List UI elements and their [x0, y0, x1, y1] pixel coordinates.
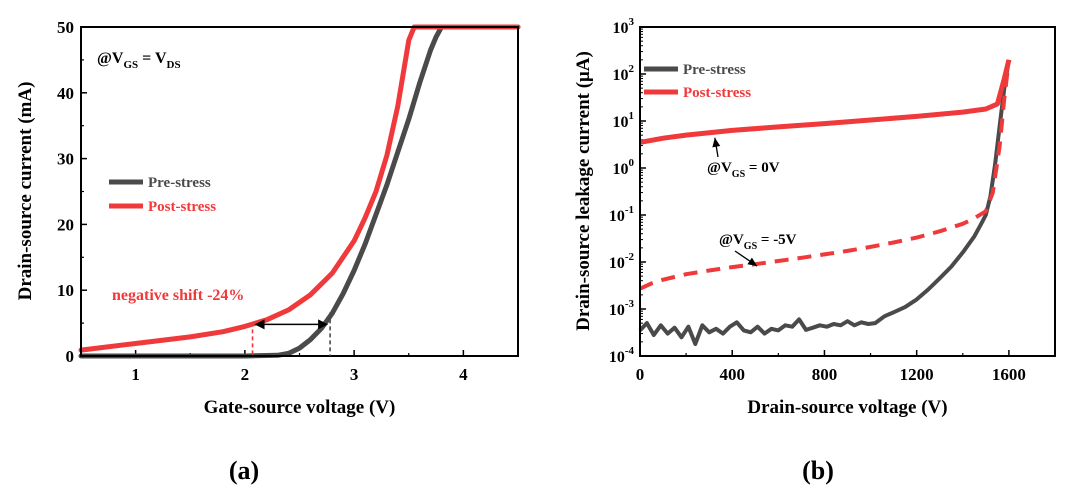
panel-a-x-tick-label: 3	[350, 365, 359, 384]
panel-b-ticks: 0 400 800 1200 1600 10-4 10-3 10-2 10-1 100 101 102…	[609, 16, 1056, 384]
panel-b-y-tick-label: 10-1	[609, 204, 634, 225]
panel-a-x-axis-label: Gate-source voltage (V)	[204, 397, 396, 418]
panel-b-vgs5-suffix: = -5V	[757, 232, 797, 248]
panel-b-annotation-arrows	[712, 137, 758, 267]
panel-b-vgs5-label: @VGS = -5V	[719, 232, 797, 252]
panel-b-series-pre-stress	[638, 59, 1011, 346]
panel-a-y-tick-label: 50	[57, 18, 74, 37]
panel-a-legend: Pre-stress Post-stress	[109, 175, 216, 215]
panel-a-shift-annotation: negative shift -24%	[112, 287, 244, 304]
panel-a-panel-label: (a)	[229, 456, 259, 485]
panel-a-shift-arrowhead-left	[254, 319, 265, 330]
panel-a-series-post-stress	[78, 24, 521, 353]
panel-a-x-tick-label: 2	[241, 365, 250, 384]
panel-b-vgs0-arrow-head	[712, 137, 721, 148]
panel-b-y-tick-label: 10-4	[609, 345, 635, 366]
panel-a-y-tick-label: 0	[66, 347, 75, 366]
panel-a-y-axis-label: Drain-source current (mA)	[15, 82, 36, 301]
panel-b-y-tick-label: 10-3	[609, 298, 635, 319]
panel-a-x-tick-label: 4	[459, 365, 468, 384]
panel-b-legend: Pre-stress Post-stress	[644, 62, 751, 101]
panel-b-vgs5-prefix: @V	[719, 232, 744, 248]
panel-b-y-tick-label: 101	[613, 110, 635, 131]
panel-b-y-tick-label: 103	[613, 16, 635, 37]
panel-b-series	[638, 59, 1012, 346]
panel-b-y-tick-label: 102	[613, 63, 635, 84]
panel-b-vgs0-suffix: = 0V	[745, 160, 780, 176]
panel-a-x-tick-label: 1	[131, 365, 140, 384]
panel-b-x-tick-label: 0	[636, 365, 645, 384]
panel-b-vgs0-prefix: @V	[707, 160, 732, 176]
panel-a-condition-sub2: DS	[167, 59, 181, 71]
panel-b-x-tick-label: 1200	[900, 365, 934, 384]
panel-b-x-tick-label: 1600	[992, 365, 1026, 384]
panel-a-condition-sub1: GS	[123, 59, 138, 71]
panel-b-y-tick-label: 100	[613, 157, 635, 178]
panel-b-vgs0-sub: GS	[732, 169, 746, 180]
panel-a-plot-frame	[80, 26, 519, 357]
panel-b-series-post-stress	[639, 59, 1012, 145]
panel-a-y-tick-label: 10	[57, 281, 74, 300]
panel-b-y-tick-label: 10-2	[609, 251, 635, 272]
panel-a-legend-label-post: Post-stress	[148, 199, 216, 215]
panel-b-vgs5-sub: GS	[744, 241, 758, 252]
panel-a-shift-markers	[251, 312, 331, 356]
panel-b-panel-label: (b)	[802, 456, 834, 485]
panel-b-legend-label-pre: Pre-stress	[683, 62, 746, 78]
panel-b: 0 400 800 1200 1600 10-4 10-3 10-2 10-1 100 101 102…	[573, 16, 1056, 485]
panel-a-series-pre-stress	[78, 24, 521, 359]
panel-a-condition-label: @VGS = VDS	[97, 50, 181, 71]
panel-b-x-axis-label: Drain-source voltage (V)	[747, 397, 947, 418]
panel-a-legend-label-pre: Pre-stress	[148, 175, 211, 191]
panel-b-x-tick-label: 800	[812, 365, 838, 384]
panel-b-x-tick-label: 400	[719, 365, 745, 384]
panel-b-vgs0-label: @VGS = 0V	[707, 160, 780, 180]
panel-a-y-tick-label: 30	[57, 150, 74, 169]
panel-b-y-axis-label: Drain-source leakage current (μA)	[573, 51, 594, 331]
panel-a-y-tick-label: 40	[57, 84, 74, 103]
panel-a-condition-prefix: @V	[97, 50, 124, 67]
panel-a-condition-middle: = V	[138, 50, 167, 67]
panel-a-series	[78, 24, 521, 359]
panel-b-legend-label-post: Post-stress	[683, 85, 751, 101]
panel-b-vgs5-arrow-head	[747, 257, 758, 267]
panel-a-y-tick-label: 20	[57, 215, 74, 234]
panel-a-shift-arrowhead-right	[318, 319, 329, 330]
panel-b-plot-frame	[639, 26, 1056, 357]
